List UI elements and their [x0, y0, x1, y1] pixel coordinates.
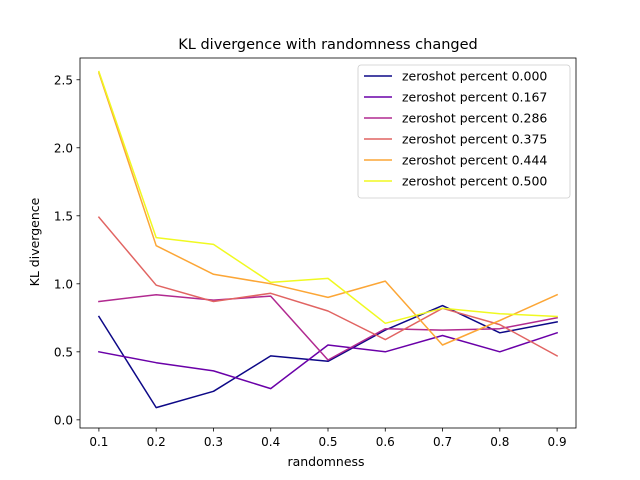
legend: zeroshot percent 0.000 zeroshot percent 0…	[357, 64, 571, 199]
x-axis-ticks: 0.1 0.2 0.3 0.4 0.5 0.6 0.7 0.8 0.9	[89, 428, 567, 449]
legend-box	[357, 64, 571, 199]
legend-label-0: zeroshot percent 0.000	[402, 69, 547, 84]
legend-label-3: zeroshot percent 0.375	[402, 132, 547, 147]
y-axis-ticks: 0.0 0.5 1.0 1.5 2.0 2.5	[54, 73, 80, 427]
y-tick-label: 2.5	[54, 73, 73, 87]
series-line-4	[97, 72, 559, 346]
y-tick-label: 1.5	[54, 209, 73, 223]
x-tick-label: 0.4	[261, 435, 280, 449]
legend-label-4: zeroshot percent 0.444	[402, 153, 547, 168]
series-line-0	[97, 304, 558, 409]
x-tick-label: 0.3	[204, 435, 223, 449]
x-tick-label: 0.5	[318, 435, 337, 449]
legend-label-5: zeroshot percent 0.500	[402, 174, 547, 189]
x-tick-label: 0.6	[376, 435, 395, 449]
y-tick-label: 0.0	[54, 413, 73, 427]
x-axis-label: randomness	[287, 454, 364, 469]
series-line-1	[98, 331, 559, 390]
x-tick-label: 0.1	[89, 435, 108, 449]
x-tick-label: 0.9	[548, 435, 567, 449]
x-tick-label: 0.7	[433, 435, 452, 449]
legend-label-1: zeroshot percent 0.167	[402, 90, 547, 105]
plot-area	[79, 57, 577, 429]
x-tick-label: 0.2	[147, 435, 166, 449]
y-tick-label: 1.0	[54, 277, 73, 291]
series-line-3	[97, 216, 559, 357]
series-line-5	[97, 70, 558, 325]
x-tick-label: 0.8	[490, 435, 509, 449]
y-tick-label: 2.0	[54, 141, 73, 155]
legend-label-2: zeroshot percent 0.286	[402, 111, 547, 126]
y-axis-label: KL divergence	[27, 197, 42, 286]
y-tick-label: 0.5	[54, 345, 73, 359]
chart-title: KL divergence with randomness changed	[178, 37, 477, 53]
